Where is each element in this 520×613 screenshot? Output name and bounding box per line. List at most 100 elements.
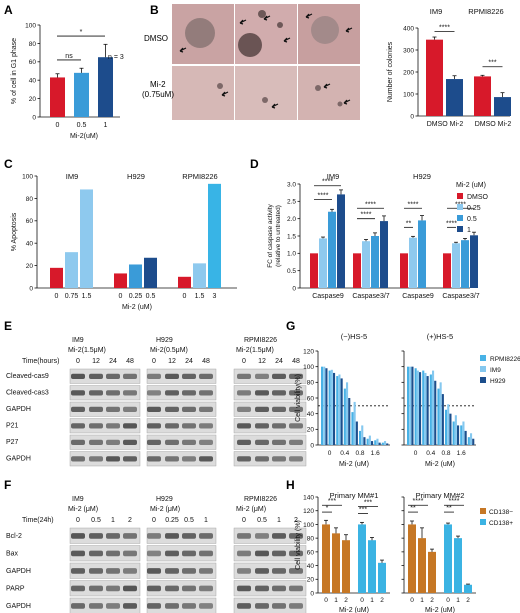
- blot-membrane: [69, 545, 141, 562]
- legend-swatch: [480, 355, 486, 361]
- bar-viability: [411, 366, 414, 445]
- blot-row-label: Bcl-2: [6, 533, 22, 540]
- bar-colonies: [474, 76, 491, 116]
- panel-label-C: C: [4, 157, 13, 171]
- significance-label: ****: [449, 498, 460, 505]
- blot-lane-label: 24: [109, 358, 117, 365]
- blot-band: [123, 533, 137, 539]
- blot-band: [182, 423, 196, 429]
- blot-band: [89, 390, 103, 396]
- bar-viability: [361, 425, 364, 445]
- bar-viability: [464, 430, 467, 445]
- blot-band: [106, 585, 120, 592]
- blot-lane-label: 1: [204, 517, 208, 524]
- panel-label-A: A: [4, 3, 13, 17]
- blot-dose-label: Mi-2(1.5μM): [68, 347, 106, 354]
- panel-label-H: H: [286, 478, 295, 492]
- group-label: RPMI8226: [468, 7, 503, 16]
- bar-viability: [386, 443, 389, 445]
- legend-swatch: [457, 193, 463, 199]
- bar-viability: [441, 394, 444, 445]
- panel-title: (+)HS-5: [427, 332, 453, 341]
- blot-band: [255, 533, 269, 539]
- blot-band: [106, 550, 120, 557]
- blot-band: [237, 456, 251, 462]
- bar-viability: [472, 438, 475, 445]
- y-tick-label: 120: [303, 508, 314, 515]
- x-tick-label: 2: [344, 597, 348, 604]
- bar-viability: [445, 409, 448, 445]
- blot-band: [123, 456, 137, 462]
- legend-swatch: [480, 377, 486, 383]
- blot-band: [71, 406, 85, 413]
- bar-viability: [333, 372, 336, 445]
- blot-band: [237, 423, 251, 429]
- bar-primary: [428, 551, 436, 593]
- x-tick-label: 3: [213, 293, 217, 300]
- blot-membrane: [69, 597, 141, 613]
- significance-label: ***: [359, 506, 367, 513]
- blot-band: [289, 390, 303, 396]
- blot-band: [182, 585, 196, 592]
- legend-label: RPMI8226: [490, 356, 520, 363]
- blot-membrane: [69, 401, 141, 417]
- x-tick-label: 1.6: [371, 450, 380, 457]
- x-tick-label: Caspase9: [402, 293, 434, 300]
- blot-band: [272, 568, 286, 574]
- y-tick-label: 1.0: [287, 251, 296, 258]
- blot-lane-label: 0: [242, 517, 246, 524]
- group-label: IM9: [430, 7, 443, 16]
- blot-band: [147, 585, 161, 592]
- blot-cell-label: RPMI8226: [244, 337, 277, 344]
- bar-primary: [332, 533, 340, 593]
- blot-band: [89, 533, 103, 539]
- x-tick-label: 0: [414, 450, 418, 457]
- bar-primary: [342, 540, 350, 593]
- legend-swatch: [480, 519, 486, 525]
- y-tick-label: 20: [26, 263, 34, 270]
- blot-band: [147, 533, 161, 539]
- bar-viability: [470, 433, 473, 445]
- y-tick-label: 300: [403, 47, 414, 54]
- bar-caspase: [337, 194, 345, 288]
- blot-membrane: [233, 562, 307, 579]
- legend-title: Mi-2 (uM): [456, 182, 486, 189]
- x-axis-title: Mi-2 (uM): [425, 461, 455, 468]
- blot-band: [71, 533, 85, 539]
- legend-label: 0.25: [467, 205, 481, 212]
- bar-primary: [408, 524, 416, 593]
- blot-band: [255, 390, 269, 396]
- y-tick-label: 60: [26, 218, 34, 225]
- significance-label: ****: [439, 25, 450, 32]
- bar-viability: [355, 421, 358, 445]
- blot-band: [165, 423, 179, 429]
- x-tick-label: 0: [360, 597, 364, 604]
- y-axis-title: % of cell in G1 phase: [11, 38, 18, 104]
- bar-viability: [374, 440, 377, 445]
- image-label-mi2: Mi-2: [150, 80, 166, 89]
- bar-apoptosis: [208, 183, 221, 288]
- blot-lane-label: 48: [292, 358, 300, 365]
- y-tick-label: 80: [29, 41, 37, 48]
- blot-band: [237, 390, 251, 396]
- blot-lane-label: 0: [76, 517, 80, 524]
- x-tick-label: 0.8: [441, 450, 450, 457]
- bar-viability: [340, 378, 343, 445]
- x-tick-label: 1: [370, 597, 374, 604]
- blot-lane-label: 12: [168, 358, 176, 365]
- blot-lane-label: 0.5: [184, 517, 194, 524]
- blot-lane-label: 12: [92, 358, 100, 365]
- y-tick-label: 20: [29, 96, 37, 103]
- x-tick-label: 2: [380, 597, 384, 604]
- x-tick-label: 2: [466, 597, 470, 604]
- blot-band: [147, 568, 161, 574]
- blot-band: [255, 373, 269, 380]
- blot-band: [165, 456, 179, 462]
- y-tick-label: 80: [26, 196, 34, 203]
- blot-band: [123, 550, 137, 557]
- bar-viability: [378, 442, 381, 445]
- blot-lane-label: 0: [152, 517, 156, 524]
- bar-caspase: [328, 211, 336, 288]
- blot-band: [165, 603, 179, 609]
